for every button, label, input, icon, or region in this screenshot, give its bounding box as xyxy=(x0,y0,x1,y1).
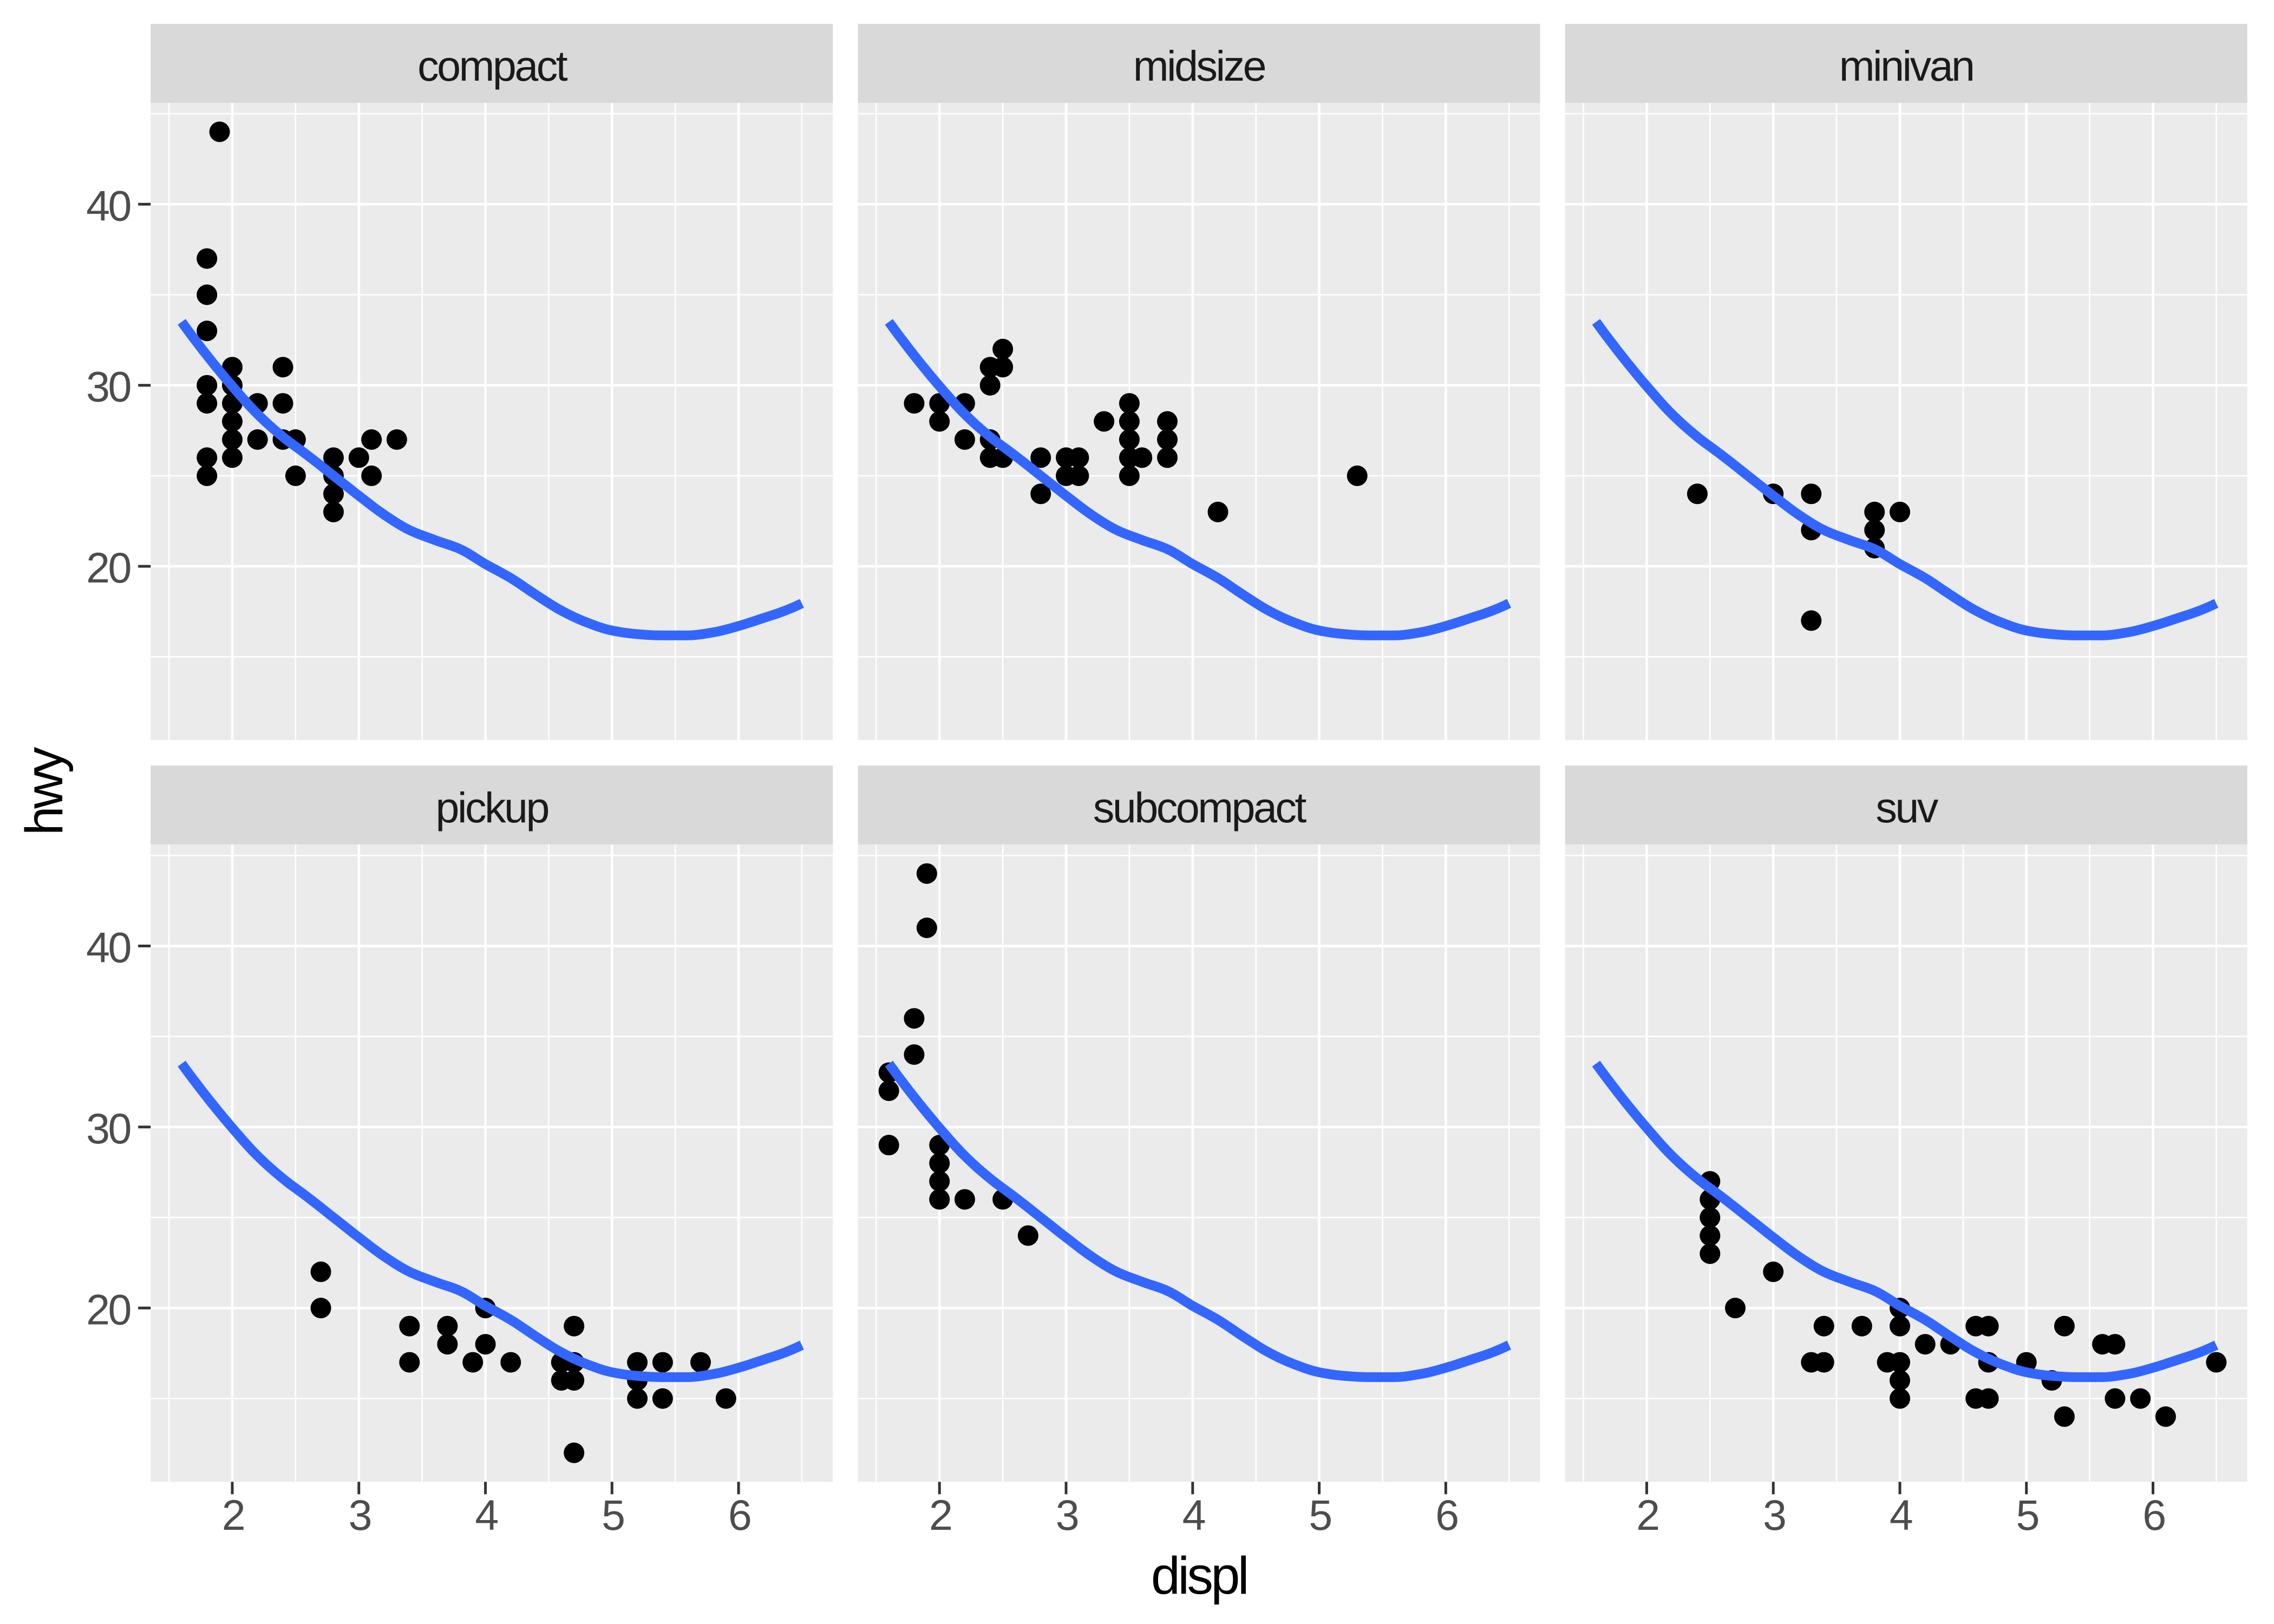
svg-text:40: 40 xyxy=(86,181,130,230)
svg-text:2: 2 xyxy=(1636,1491,1658,1539)
svg-text:5: 5 xyxy=(2016,1491,2038,1539)
svg-text:2: 2 xyxy=(929,1491,951,1539)
svg-text:20: 20 xyxy=(86,1285,130,1333)
svg-text:suv: suv xyxy=(1876,783,1938,831)
svg-text:subcompact: subcompact xyxy=(1093,783,1306,831)
svg-text:displ: displ xyxy=(1151,1546,1247,1605)
svg-text:minivan: minivan xyxy=(1839,42,1974,90)
svg-text:midsize: midsize xyxy=(1133,42,1265,90)
svg-text:compact: compact xyxy=(417,42,568,90)
svg-text:6: 6 xyxy=(1435,1491,1458,1539)
svg-text:pickup: pickup xyxy=(436,783,548,831)
svg-text:40: 40 xyxy=(86,924,130,972)
svg-text:3: 3 xyxy=(349,1491,371,1539)
svg-text:30: 30 xyxy=(86,363,130,411)
svg-text:5: 5 xyxy=(1309,1491,1331,1539)
svg-text:6: 6 xyxy=(2142,1491,2165,1539)
svg-text:4: 4 xyxy=(475,1491,498,1539)
svg-text:2: 2 xyxy=(222,1491,244,1539)
svg-text:3: 3 xyxy=(1763,1491,1785,1539)
svg-text:4: 4 xyxy=(1182,1491,1205,1539)
svg-text:6: 6 xyxy=(728,1491,750,1539)
svg-text:hwy: hwy xyxy=(15,746,74,835)
svg-text:20: 20 xyxy=(86,543,130,592)
svg-text:3: 3 xyxy=(1056,1491,1078,1539)
svg-text:30: 30 xyxy=(86,1104,130,1152)
svg-text:5: 5 xyxy=(602,1491,624,1539)
svg-text:4: 4 xyxy=(1890,1491,1912,1539)
